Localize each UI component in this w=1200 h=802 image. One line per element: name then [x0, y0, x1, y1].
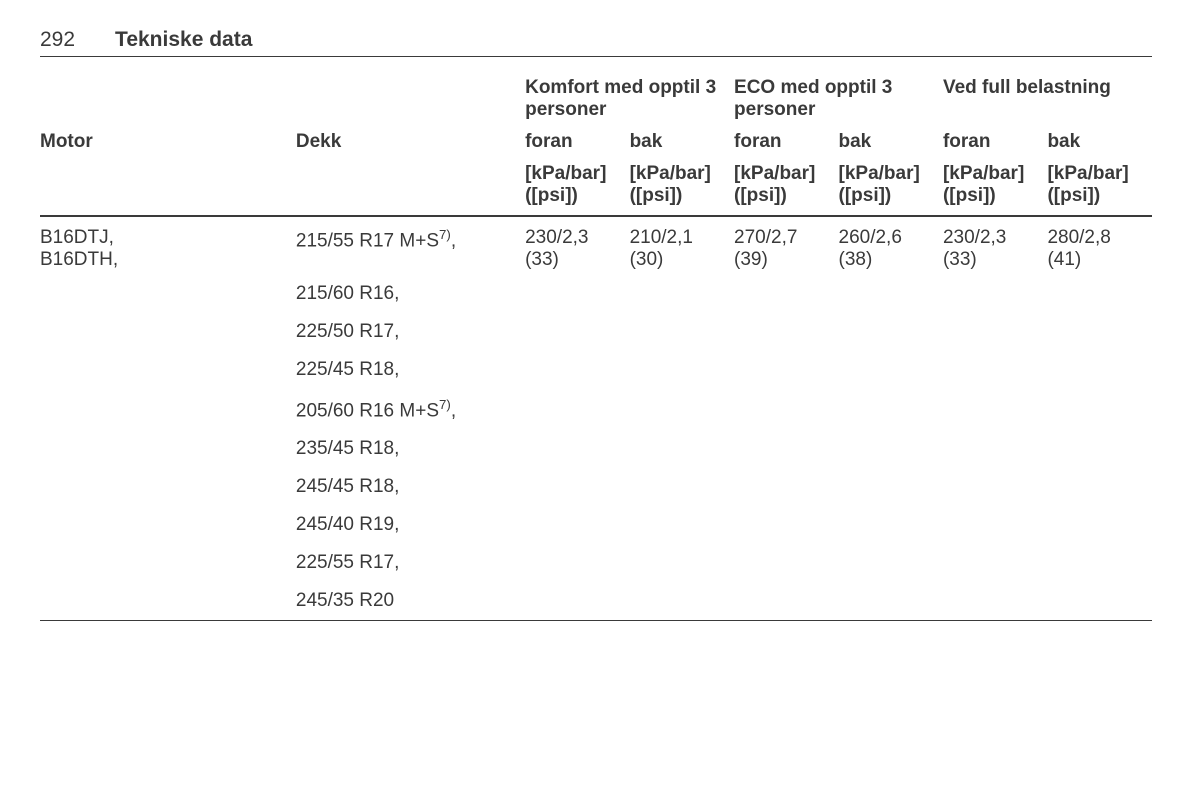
tire-cell: 205/60 R16 M+S7),: [296, 389, 525, 430]
tire-cell: 225/50 R17,: [296, 313, 525, 351]
tire-cell: 245/45 R18,: [296, 468, 525, 506]
pressure-value: 270/2,7(39): [734, 216, 838, 275]
page-title: Tekniske data: [115, 28, 252, 52]
unit-cell: [kPa/bar]([psi]): [839, 159, 943, 216]
unit-cell: [kPa/bar]([psi]): [734, 159, 838, 216]
tire-cell: 245/40 R19,: [296, 506, 525, 544]
col-dekk: Dekk: [296, 125, 525, 159]
pressure-value: 260/2,6(38): [839, 216, 943, 275]
col-bak: bak: [839, 125, 943, 159]
col-bak: bak: [630, 125, 734, 159]
pressure-value: 230/2,3(33): [943, 216, 1047, 275]
tire-cell: 215/55 R17 M+S7),: [296, 216, 525, 275]
tire-cell: 215/60 R16,: [296, 275, 525, 313]
unit-cell: [kPa/bar]([psi]): [630, 159, 734, 216]
tire-cell: 235/45 R18,: [296, 430, 525, 468]
pressure-value: 230/2,3(33): [525, 216, 629, 275]
group-header-full: Ved full belastning: [943, 77, 1152, 125]
motor-cell: B16DTJ,B16DTH,: [40, 216, 296, 275]
col-foran: foran: [734, 125, 838, 159]
tire-cell: 225/55 R17,: [296, 544, 525, 582]
pressure-value: 210/2,1(30): [630, 216, 734, 275]
tire-cell: 245/35 R20: [296, 582, 525, 621]
unit-cell: [kPa/bar]([psi]): [1047, 159, 1152, 216]
col-motor: Motor: [40, 125, 296, 159]
pressure-value: 280/2,8(41): [1047, 216, 1152, 275]
tire-cell: 225/45 R18,: [296, 351, 525, 389]
col-foran: foran: [943, 125, 1047, 159]
unit-cell: [kPa/bar]([psi]): [943, 159, 1047, 216]
col-bak: bak: [1047, 125, 1152, 159]
group-header-eco: ECO med opptil 3 personer: [734, 77, 943, 125]
page-header: 292 Tekniske data: [40, 28, 1152, 57]
unit-cell: [kPa/bar]([psi]): [525, 159, 629, 216]
group-header-komfort: Komfort med opptil 3 personer: [525, 77, 734, 125]
col-foran: foran: [525, 125, 629, 159]
page-number: 292: [40, 28, 75, 52]
tire-pressure-table: Komfort med opptil 3 personer ECO med op…: [40, 77, 1152, 621]
